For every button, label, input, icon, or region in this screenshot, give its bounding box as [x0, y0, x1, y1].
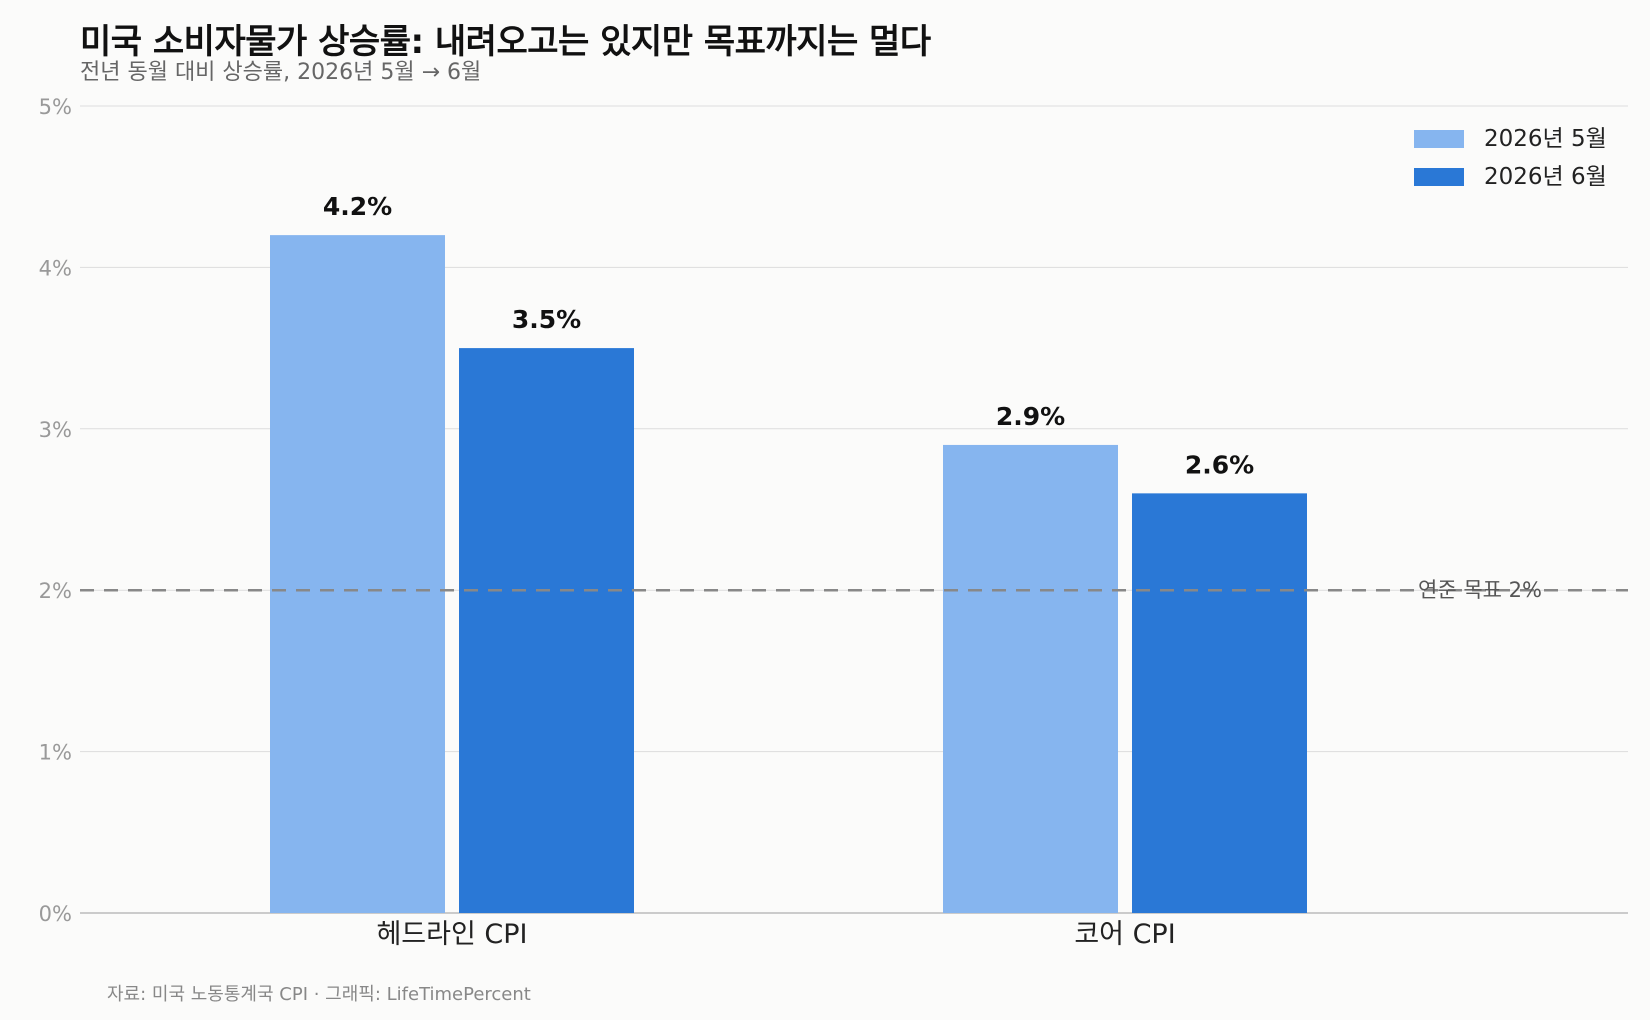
y-tick-label: 0% [39, 902, 72, 926]
y-tick-label: 4% [39, 256, 72, 280]
y-tick-label: 2% [39, 579, 72, 603]
bar-june-core [1132, 493, 1307, 913]
y-tick-label: 5% [39, 95, 72, 119]
legend-swatch [1414, 130, 1464, 148]
legend-label: 2026년 6월 [1484, 164, 1607, 190]
data-label: 3.5% [512, 305, 581, 334]
data-label: 2.6% [1185, 450, 1254, 479]
target-reference-label: 연준 목표 2% [1418, 578, 1542, 602]
chart-subtitle: 전년 동월 대비 상승률, 2026년 5월 → 6월 [80, 60, 482, 85]
category-label: 헤드라인 CPI [376, 919, 527, 950]
bar-may-headline [270, 235, 445, 913]
legend-label: 2026년 5월 [1484, 126, 1607, 152]
chart-title: 미국 소비자물가 상승률: 내려오고는 있지만 목표까지는 멀다 [80, 22, 931, 62]
source-note: 자료: 미국 노동통계국 CPI · 그래픽: LifeTimePercent [107, 984, 531, 1005]
y-tick-label: 1% [39, 741, 72, 765]
legend-swatch [1414, 168, 1464, 186]
data-label: 4.2% [323, 192, 392, 221]
y-tick-label: 3% [39, 418, 72, 442]
bar-june-headline [459, 348, 634, 914]
category-label: 코어 CPI [1074, 919, 1175, 950]
bar-may-core [943, 444, 1118, 913]
data-label: 2.9% [996, 402, 1065, 431]
